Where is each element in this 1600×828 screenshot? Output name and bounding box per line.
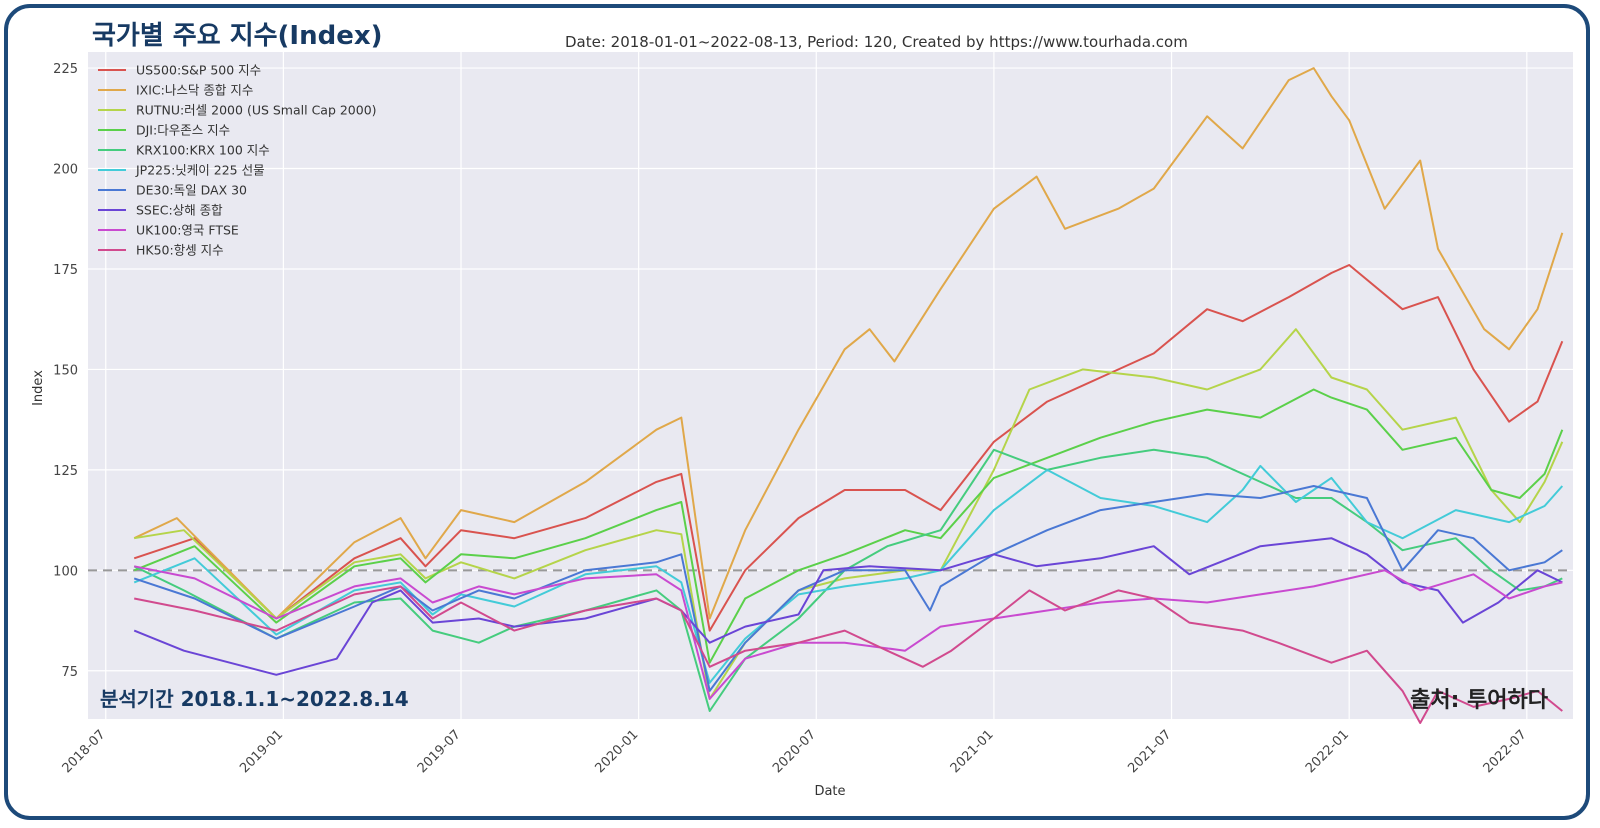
series-line-1 <box>133 67 1564 620</box>
x-tick-label: 2020-01 <box>592 727 641 776</box>
legend-item: DJI:다우존스 지수 <box>136 123 230 138</box>
y-tick-label: 150 <box>53 363 78 378</box>
x-tick-label: 2022-01 <box>1303 727 1352 776</box>
series-line-9 <box>134 585 1563 724</box>
chart-title: Date: 2018-01-01~2022-08-13, Period: 120… <box>565 33 1188 51</box>
period-label: 분석기간 2018.1.1~2022.8.14 <box>100 687 409 711</box>
legend-item: SSEC:상해 종합 <box>136 203 223 218</box>
series-line-4 <box>133 448 1563 712</box>
source-label: 출처: 투어하다 <box>1410 688 1549 713</box>
x-tick-label: 2021-01 <box>948 727 997 776</box>
x-tick-label: 2019-07 <box>415 727 464 776</box>
x-tick-label: 2018-07 <box>60 727 109 776</box>
series-line-5 <box>133 464 1564 684</box>
series-line-6 <box>133 485 1563 692</box>
plot-area <box>88 52 1573 719</box>
y-tick-label: 225 <box>53 62 78 77</box>
legend: US500:S&P 500 지수 IXIC:나스닥 종합 지수 RUTNU:러셀 2… <box>98 63 377 258</box>
y-axis-ticks: 75 100 125 150 175 200 225 <box>53 62 78 680</box>
y-axis-label: Index <box>31 370 46 406</box>
legend-item: RUTNU:러셀 2000 (US Small Cap 2000) <box>136 103 377 118</box>
x-tick-label: 2020-07 <box>770 727 819 776</box>
legend-item: JP225:닛케이 225 선물 <box>135 163 265 178</box>
series-lines <box>133 67 1564 724</box>
y-tick-label: 200 <box>53 163 78 178</box>
x-tick-label: 2022-07 <box>1481 727 1530 776</box>
x-axis-label: Date <box>814 784 845 799</box>
legend-item: US500:S&P 500 지수 <box>136 63 261 78</box>
legend-item: KRX100:KRX 100 지수 <box>136 143 270 158</box>
x-tick-label: 2021-07 <box>1125 727 1174 776</box>
legend-item: HK50:항셍 지수 <box>136 243 224 258</box>
y-tick-label: 125 <box>53 464 78 479</box>
y-tick-label: 175 <box>53 263 78 278</box>
y-tick-label: 75 <box>61 665 78 680</box>
page-title: 국가별 주요 지수(Index) <box>92 21 383 51</box>
series-line-8 <box>134 565 1563 700</box>
y-tick-label: 100 <box>53 564 78 579</box>
legend-item: DE30:독일 DAX 30 <box>136 183 247 198</box>
legend-item: IXIC:나스닥 종합 지수 <box>136 83 253 98</box>
x-tick-label: 2019-01 <box>237 727 286 776</box>
series-line-3 <box>133 388 1564 664</box>
legend-item: UK100:영국 FTSE <box>136 223 239 238</box>
series-line-0 <box>133 264 1564 632</box>
x-axis-ticks: 2018-07 2019-01 2019-07 2020-01 2020-07 2021-… <box>60 727 1530 776</box>
